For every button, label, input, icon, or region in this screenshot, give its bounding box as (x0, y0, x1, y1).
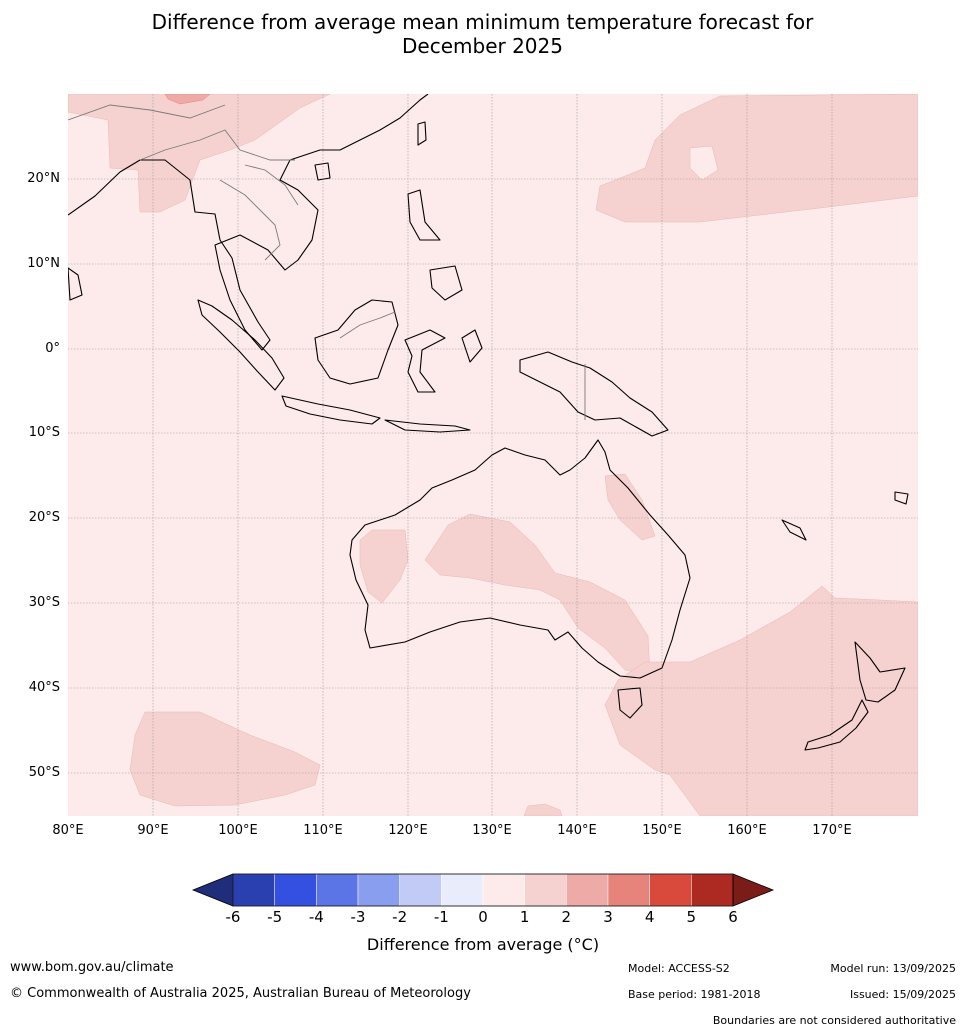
colorbar-segment (566, 873, 609, 907)
lat-label: 10°N (27, 256, 60, 271)
colorbar-tick-label: -1 (434, 908, 449, 926)
border-china-south (139, 129, 295, 161)
lon-label: 150°E (642, 823, 682, 838)
coastlines (68, 94, 909, 751)
coastline-new-zealand-north (854, 641, 906, 703)
anomaly-region-tasman (604, 585, 918, 816)
lat-label: 20°S (28, 510, 60, 525)
colorbar-segment (357, 873, 400, 907)
coastline-new-zealand-south (804, 699, 869, 751)
footer-copyright: © Commonwealth of Australia 2025, Austra… (10, 986, 471, 1001)
colorbar-tick-label: 2 (562, 908, 572, 926)
footer-website[interactable]: www.bom.gov.au/climate (10, 960, 174, 975)
footer-issued: Issued: 15/09/2025 (849, 988, 956, 1001)
anomaly-region-indian-ocean (129, 711, 321, 807)
colorbar-tick-label: 0 (478, 908, 488, 926)
colorbar-segment (316, 873, 359, 907)
anomaly-region-south (523, 803, 563, 816)
colorbar-tick-label: 4 (645, 908, 655, 926)
anomaly-region-east-coast (604, 473, 656, 541)
title-line-1: Difference from average mean minimum tem… (151, 10, 814, 34)
coastline-fiji (894, 491, 909, 505)
lon-label: 130°E (472, 823, 512, 838)
colorbar-segment (649, 873, 692, 907)
border-himalaya (68, 104, 226, 121)
lat-label: 40°S (28, 680, 60, 695)
colorbar-outline (232, 873, 734, 907)
lat-label: 20°N (27, 171, 60, 186)
coastline-maluku (461, 329, 483, 363)
colorbar-arrow-low (191, 873, 234, 907)
colorbar-tick-label: 3 (603, 908, 613, 926)
footer-base-period: Base period: 1981-2018 (628, 988, 761, 1001)
colorbar-arrow-high (732, 873, 775, 907)
anomaly-region-north-pacific (595, 94, 918, 223)
anomaly-hotspot-himalaya (164, 94, 211, 105)
footer-disclaimer: Boundaries are not considered authoritat… (712, 1014, 956, 1027)
title-line-2: December 2025 (402, 34, 563, 58)
colorbar-tick-label: -5 (267, 908, 282, 926)
colorbar-segment (441, 873, 484, 907)
border-laos-vietnam (244, 164, 299, 206)
colorbar-tick-label: -2 (392, 908, 407, 926)
colorbar-tick-label: -4 (309, 908, 324, 926)
lon-label: 110°E (303, 823, 343, 838)
country-borders (68, 104, 586, 420)
colorbar-segment (482, 873, 525, 907)
coastline-new-guinea (519, 351, 669, 437)
lon-label: 140°E (557, 823, 597, 838)
footer-model-run: Model run: 13/09/2025 (830, 962, 956, 975)
colorbar-segment (274, 873, 317, 907)
lon-label: 120°E (388, 823, 428, 838)
anomaly-hole-pacific (689, 145, 719, 181)
colorbar-tick-label: 6 (728, 908, 738, 926)
coastline-java (281, 395, 381, 425)
lon-label: 100°E (218, 823, 258, 838)
map-title: Difference from average mean minimum tem… (0, 10, 965, 58)
footer-model: Model: ACCESS-S2 (628, 962, 730, 975)
coastline-mainland-asia (68, 94, 429, 351)
border-indochina (219, 179, 281, 261)
coastline-hainan (314, 162, 331, 181)
colorbar: -6 -5 -4 -3 -2 -1 0 1 2 3 4 5 6 Difference from avera… (191, 873, 775, 954)
lon-label: 90°E (137, 823, 169, 838)
colorbar-segment (691, 873, 734, 907)
anomaly-regions (68, 94, 918, 816)
lat-label: 50°S (28, 765, 60, 780)
colorbar-label: Difference from average (°C) (367, 935, 599, 954)
lon-label: 80°E (52, 823, 84, 838)
coastline-philippines-mindanao (429, 265, 463, 301)
graticule (68, 94, 918, 816)
coastline-tasmania (617, 687, 643, 719)
colorbar-segment (607, 873, 650, 907)
lat-label: 30°S (28, 595, 60, 610)
colorbar-segment (524, 873, 567, 907)
anomaly-region-west-australia (359, 529, 409, 604)
lon-label: 170°E (812, 823, 852, 838)
colorbar-tick-label: 5 (687, 908, 697, 926)
colorbar-segment (399, 873, 442, 907)
lat-label: 0° (45, 341, 60, 356)
colorbar-segment (232, 873, 275, 907)
coastline-sulawesi (404, 329, 446, 393)
border-borneo (339, 311, 396, 339)
colorbar-tick-label: 1 (520, 908, 530, 926)
coastline-philippines-luzon (407, 189, 441, 241)
coastline-sri-lanka (68, 267, 83, 301)
anomaly-region-asia (68, 94, 331, 213)
lat-label: 10°S (28, 425, 60, 440)
colorbar-tick-label: -3 (351, 908, 366, 926)
colorbar-tick-label: -6 (226, 908, 241, 926)
lon-label: 160°E (727, 823, 767, 838)
coastline-taiwan (417, 121, 427, 146)
coastline-sumatra (197, 299, 285, 391)
coastline-new-caledonia (781, 519, 807, 541)
coastline-borneo (314, 299, 399, 385)
coastline-lesser-sunda (384, 419, 471, 433)
coastline-australia (349, 439, 691, 679)
